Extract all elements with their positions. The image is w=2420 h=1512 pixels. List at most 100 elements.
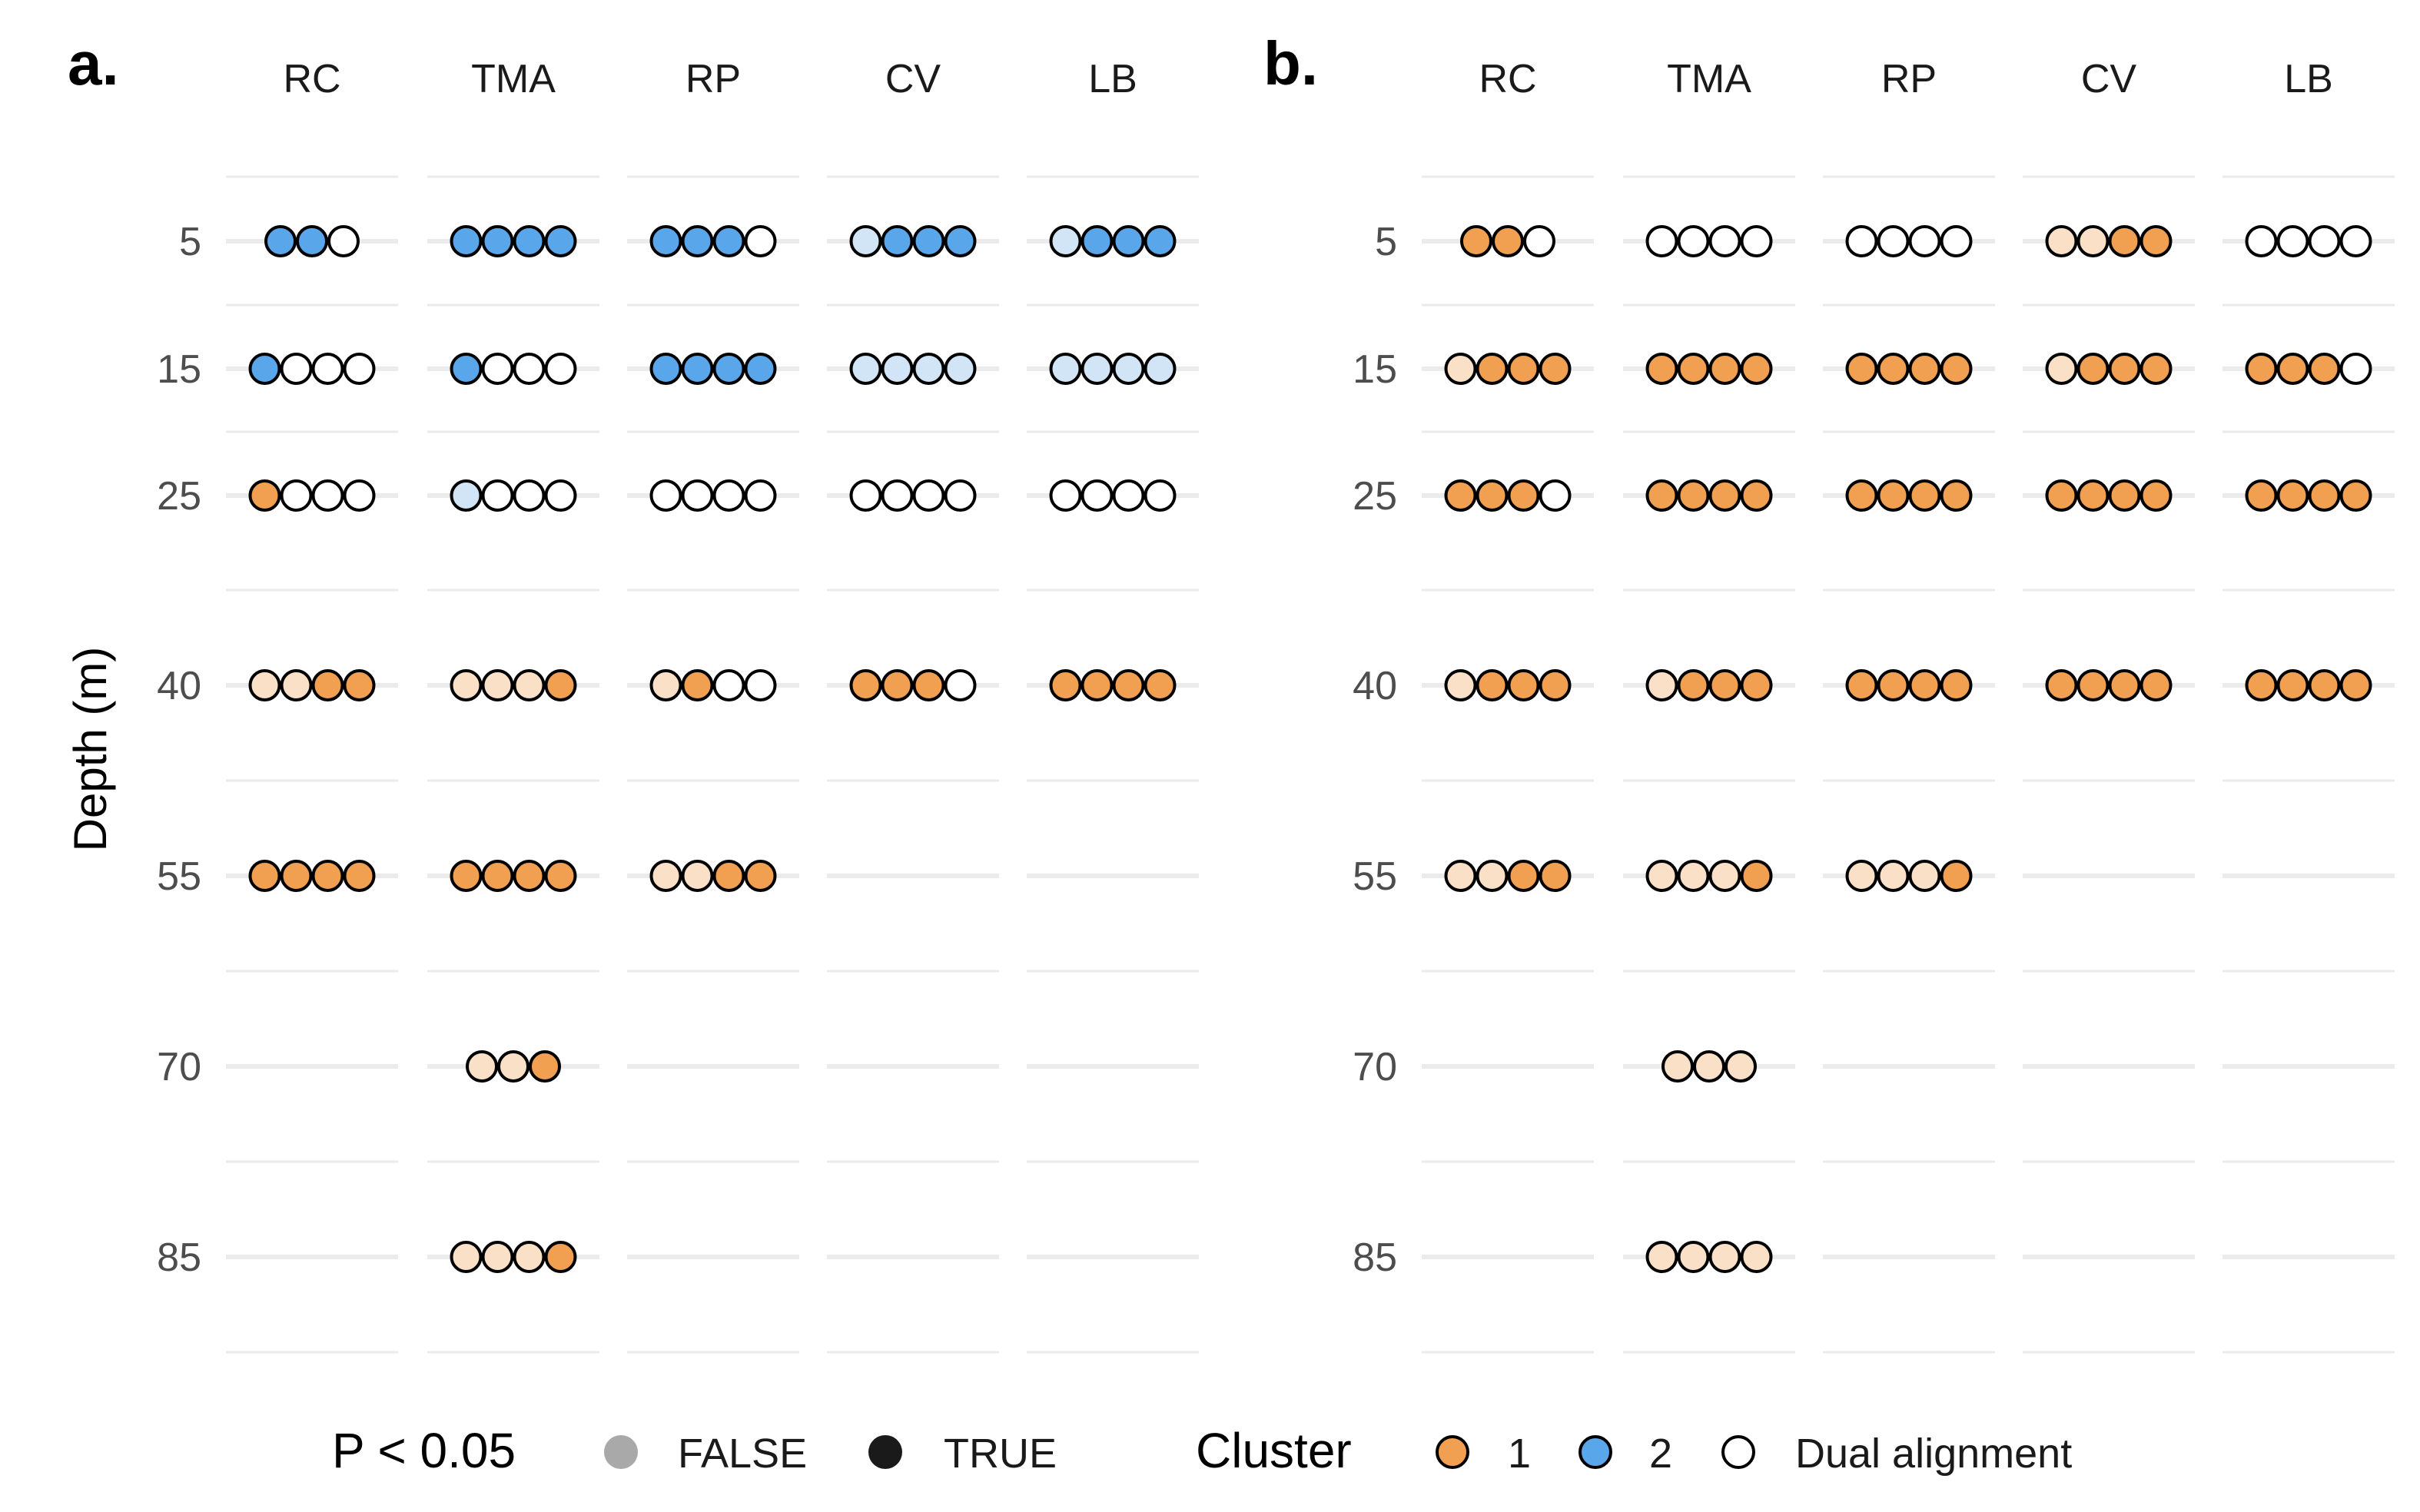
facet-label-rc: RC bbox=[283, 57, 340, 101]
data-point bbox=[1460, 225, 1492, 257]
data-point bbox=[1677, 479, 1710, 512]
data-point bbox=[1539, 860, 1572, 892]
data-point bbox=[343, 353, 376, 385]
data-point bbox=[1845, 353, 1878, 385]
data-point bbox=[2108, 225, 2141, 257]
data-point bbox=[1645, 353, 1678, 385]
data-point bbox=[450, 1241, 483, 1273]
data-point bbox=[2245, 669, 2278, 701]
data-point bbox=[1539, 479, 1572, 512]
y-tick-label: 55 bbox=[157, 854, 201, 899]
data-point bbox=[1112, 225, 1145, 257]
data-point bbox=[649, 669, 682, 701]
data-point bbox=[1740, 479, 1773, 512]
data-point bbox=[1507, 353, 1540, 385]
data-point bbox=[1677, 1241, 1710, 1273]
data-point bbox=[1507, 479, 1540, 512]
data-point bbox=[481, 353, 514, 385]
data-point bbox=[544, 225, 577, 257]
data-point bbox=[2108, 479, 2141, 512]
data-point bbox=[681, 225, 714, 257]
data-point bbox=[343, 860, 376, 892]
data-point bbox=[1708, 669, 1741, 701]
data-point bbox=[2076, 479, 2110, 512]
data-point bbox=[513, 225, 546, 257]
facet-label-tma: TMA bbox=[471, 57, 556, 101]
data-point bbox=[481, 860, 514, 892]
data-point bbox=[450, 860, 483, 892]
data-point bbox=[1645, 860, 1678, 892]
data-point bbox=[1940, 860, 1973, 892]
data-point bbox=[1877, 353, 1910, 385]
data-point bbox=[1677, 225, 1710, 257]
data-point bbox=[1877, 479, 1910, 512]
data-point bbox=[248, 860, 281, 892]
facet-label-rp: RP bbox=[686, 57, 741, 101]
data-point bbox=[1112, 353, 1145, 385]
facet-label-rc: RC bbox=[1479, 57, 1536, 101]
data-point bbox=[1476, 353, 1509, 385]
data-point bbox=[2045, 479, 2078, 512]
legend-key-cluster bbox=[1436, 1435, 1469, 1469]
data-point bbox=[481, 1241, 514, 1273]
data-point bbox=[2045, 669, 2078, 701]
data-point bbox=[1708, 479, 1741, 512]
data-point bbox=[2276, 669, 2309, 701]
data-point bbox=[544, 860, 577, 892]
data-point bbox=[2076, 225, 2110, 257]
data-point bbox=[513, 669, 546, 701]
data-point bbox=[481, 479, 514, 512]
data-point bbox=[881, 225, 914, 257]
data-point bbox=[2276, 225, 2309, 257]
facet-label-lb: LB bbox=[1088, 57, 1137, 101]
data-point bbox=[1049, 225, 1082, 257]
data-point bbox=[912, 225, 945, 257]
data-point bbox=[1144, 353, 1177, 385]
y-axis-title: Depth (m) bbox=[65, 647, 116, 852]
data-point bbox=[2139, 225, 2173, 257]
data-point bbox=[1740, 860, 1773, 892]
data-point bbox=[2339, 669, 2372, 701]
data-point bbox=[1645, 669, 1678, 701]
panel-b: b. RC TMA RP CV LB 5 15 25 40 55 70 85 bbox=[1263, 29, 2395, 1354]
data-point bbox=[1112, 669, 1145, 701]
data-point bbox=[944, 669, 977, 701]
data-point bbox=[1645, 1241, 1678, 1273]
data-point bbox=[513, 860, 546, 892]
y-tick-label: 5 bbox=[1375, 220, 1397, 264]
data-point bbox=[744, 860, 777, 892]
legend-key-cluster bbox=[1721, 1435, 1755, 1469]
data-point bbox=[712, 860, 745, 892]
data-point bbox=[944, 225, 977, 257]
data-point bbox=[1845, 479, 1878, 512]
data-point bbox=[881, 479, 914, 512]
data-point bbox=[681, 669, 714, 701]
data-point bbox=[1049, 353, 1082, 385]
data-point bbox=[1539, 353, 1572, 385]
data-point bbox=[2045, 225, 2078, 257]
data-point bbox=[450, 479, 483, 512]
data-point bbox=[2108, 669, 2141, 701]
data-point bbox=[649, 860, 682, 892]
data-point bbox=[2339, 225, 2372, 257]
data-point bbox=[712, 353, 745, 385]
data-point bbox=[544, 479, 577, 512]
legend: P < 0.05 FALSE TRUE Cluster 1 2 Dual alignment bbox=[332, 1423, 2072, 1478]
y-tick-label: 25 bbox=[157, 474, 201, 519]
data-point bbox=[1492, 225, 1524, 257]
data-point bbox=[2339, 479, 2372, 512]
data-point bbox=[1507, 860, 1540, 892]
legend-label: FALSE bbox=[678, 1431, 807, 1477]
data-point bbox=[1725, 1050, 1757, 1083]
data-point bbox=[343, 479, 376, 512]
data-point bbox=[744, 479, 777, 512]
data-point bbox=[912, 353, 945, 385]
y-tick-label: 55 bbox=[1353, 854, 1397, 899]
data-point bbox=[2245, 353, 2278, 385]
data-point bbox=[1708, 353, 1741, 385]
data-point bbox=[1677, 860, 1710, 892]
data-point bbox=[280, 669, 313, 701]
data-point bbox=[744, 225, 777, 257]
data-point bbox=[466, 1050, 498, 1083]
data-point bbox=[1908, 669, 1941, 701]
